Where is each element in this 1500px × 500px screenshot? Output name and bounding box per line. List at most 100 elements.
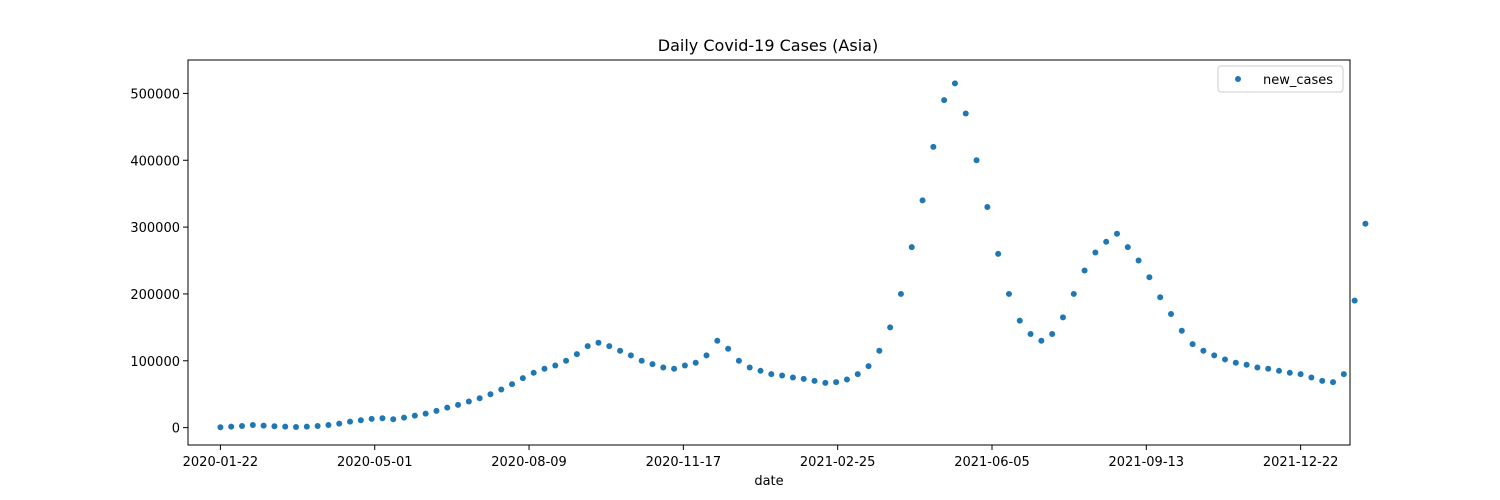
data-point — [1243, 361, 1250, 368]
data-point — [1340, 371, 1347, 378]
data-point — [973, 157, 980, 164]
data-point — [1135, 257, 1142, 264]
data-point — [843, 376, 850, 383]
data-point — [1330, 379, 1337, 386]
data-point — [833, 379, 840, 386]
data-point — [908, 244, 915, 251]
data-point — [930, 143, 937, 150]
data-point — [476, 395, 483, 402]
data-point — [671, 365, 678, 372]
data-point — [951, 80, 958, 87]
data-point — [714, 337, 721, 344]
data-point — [617, 347, 624, 354]
x-tick-label: 2020-08-09 — [491, 455, 567, 470]
data-point — [1081, 267, 1088, 274]
data-point — [1049, 331, 1056, 338]
data-point — [800, 375, 807, 382]
x-tick-label: 2020-11-17 — [646, 455, 722, 470]
data-point — [1103, 238, 1110, 245]
data-point — [1211, 352, 1218, 359]
data-point — [887, 324, 894, 331]
data-point — [1265, 365, 1272, 372]
y-tick-label: 400000 — [130, 154, 180, 169]
data-point — [1059, 314, 1066, 321]
data-point — [1167, 310, 1174, 317]
data-point — [768, 371, 775, 378]
data-point — [336, 420, 343, 427]
y-tick-label: 100000 — [130, 355, 180, 370]
legend-box — [1217, 65, 1344, 93]
x-tick-label: 2021-12-22 — [1263, 455, 1339, 470]
data-point — [1286, 369, 1293, 376]
data-point — [573, 351, 580, 358]
x-tick-label: 2021-06-05 — [954, 455, 1030, 470]
data-point — [1092, 249, 1099, 256]
data-point — [1113, 230, 1120, 237]
y-tick-label: 300000 — [130, 221, 180, 236]
data-point — [541, 365, 548, 372]
data-point — [1308, 374, 1315, 381]
data-point — [465, 398, 472, 405]
data-point — [487, 391, 494, 398]
data-point — [455, 401, 462, 408]
data-point — [282, 423, 289, 430]
data-point — [1351, 297, 1358, 304]
data-point — [228, 423, 235, 430]
data-point — [757, 367, 764, 374]
x-tick-label: 2020-05-01 — [337, 455, 413, 470]
data-point — [401, 414, 408, 421]
data-point — [919, 197, 926, 204]
data-point — [303, 423, 310, 430]
data-point — [984, 204, 991, 211]
data-point — [681, 362, 688, 369]
data-point — [1070, 290, 1077, 297]
data-point — [779, 372, 786, 379]
data-point — [530, 369, 537, 376]
data-point — [357, 417, 364, 424]
data-point — [325, 421, 332, 428]
data-point — [595, 339, 602, 346]
data-point — [1362, 220, 1369, 227]
data-point — [638, 357, 645, 364]
data-point — [347, 418, 354, 425]
data-point — [941, 97, 948, 104]
data-point — [995, 250, 1002, 257]
x-tick-label: 2021-09-13 — [1109, 455, 1185, 470]
data-point — [519, 375, 526, 382]
data-point — [498, 386, 505, 393]
data-point — [422, 410, 429, 417]
data-point — [509, 381, 516, 388]
data-point — [811, 377, 818, 384]
data-point — [865, 363, 872, 370]
x-axis-label: date — [754, 474, 783, 489]
data-point — [293, 423, 300, 430]
data-point — [1254, 364, 1261, 371]
data-point — [703, 352, 710, 359]
data-point — [1178, 327, 1185, 334]
data-point — [822, 379, 829, 386]
data-point — [379, 415, 386, 422]
data-point — [627, 352, 634, 359]
data-point — [563, 357, 570, 364]
data-point — [692, 359, 699, 366]
data-point — [390, 416, 397, 423]
data-point — [217, 424, 224, 431]
x-tick-label: 2021-02-25 — [800, 455, 876, 470]
data-point — [1016, 317, 1023, 324]
data-point — [552, 362, 559, 369]
data-point — [1232, 359, 1239, 366]
data-point — [1005, 290, 1012, 297]
data-point — [444, 404, 451, 411]
data-point — [897, 290, 904, 297]
plot-background — [188, 60, 1350, 445]
data-points — [217, 80, 1369, 431]
data-point — [1146, 274, 1153, 281]
data-point — [1038, 337, 1045, 344]
data-point — [1124, 244, 1131, 251]
data-point — [1276, 367, 1283, 374]
data-point — [584, 343, 591, 350]
data-point — [1297, 371, 1304, 378]
data-point — [1319, 377, 1326, 384]
data-point — [854, 371, 861, 378]
